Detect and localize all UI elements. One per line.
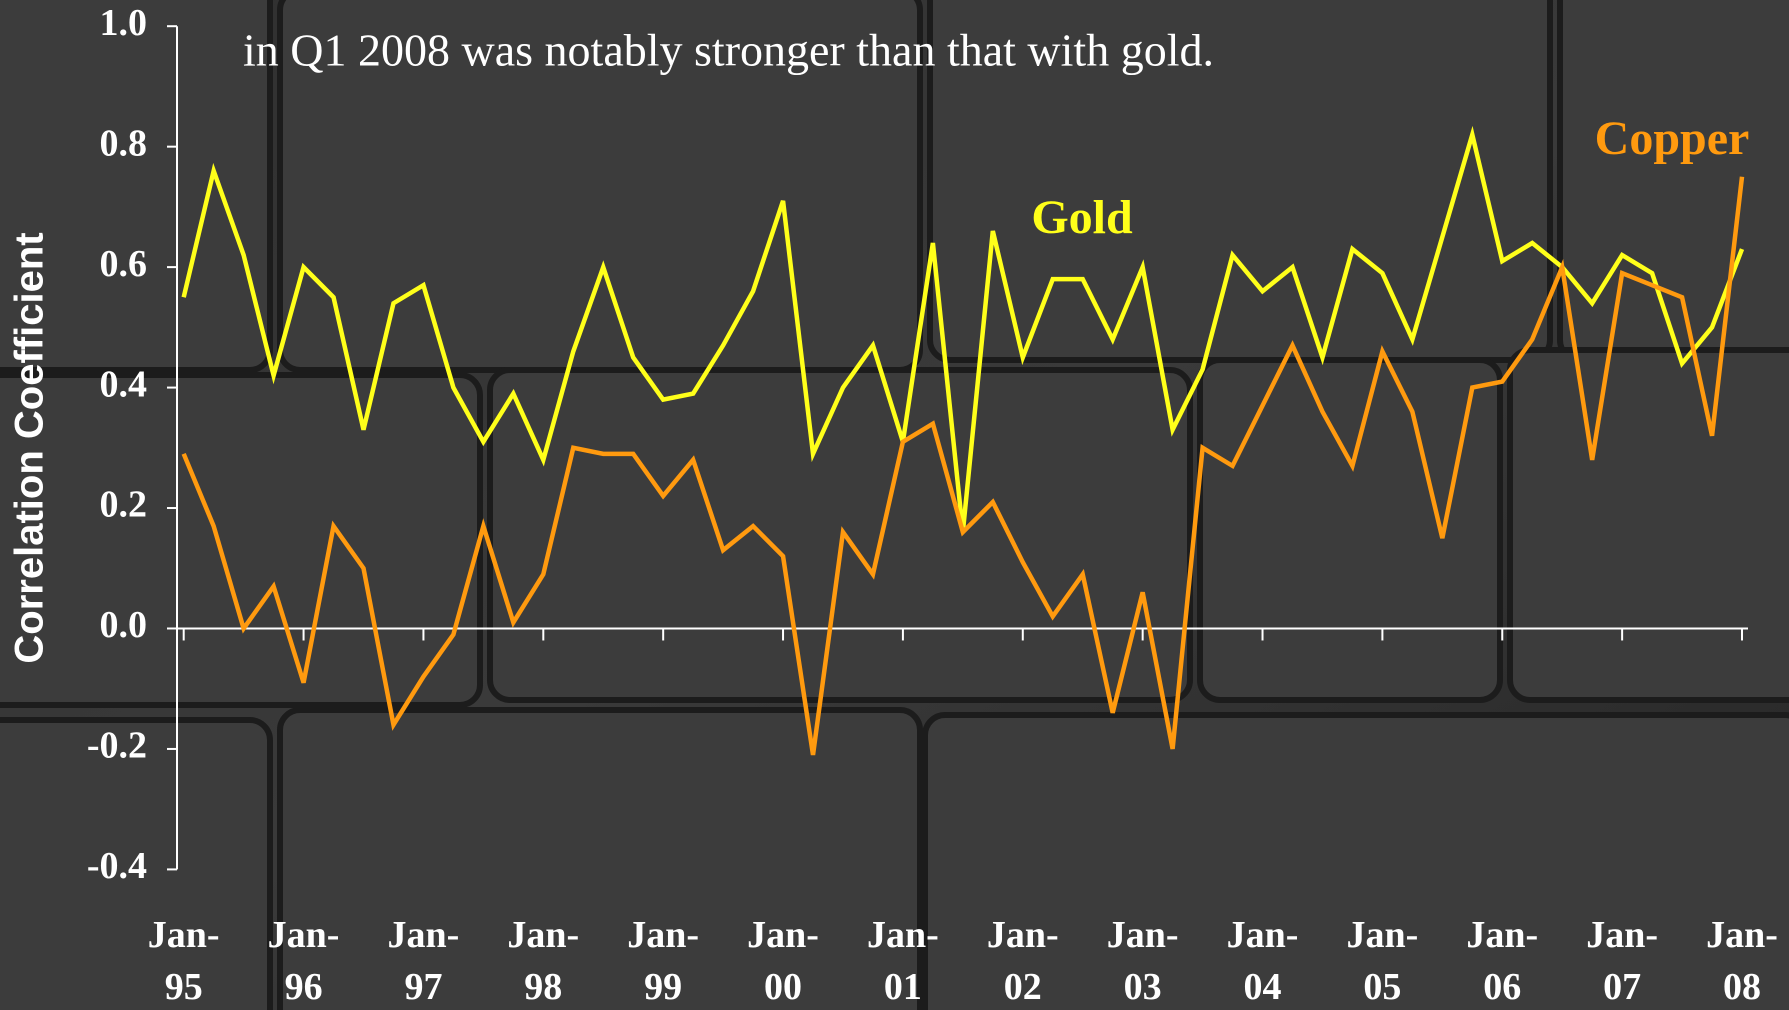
x-tick-label-line: Jan- (987, 914, 1059, 956)
x-tick-label: Jan- 04 (1227, 914, 1299, 1008)
x-tick-label-line: Jan- (1346, 914, 1418, 956)
x-tick-label-line: Jan- (148, 914, 220, 956)
x-tick-label: Jan- 08 (1706, 914, 1778, 1008)
x-tick-label: Jan- 95 (148, 914, 220, 1008)
x-tick-label: Jan- 01 (867, 914, 939, 1008)
x-tick-label: Jan- 00 (747, 914, 819, 1008)
y-tick-label: 0.0 (100, 604, 148, 646)
x-tick-label-line: 01 (884, 966, 922, 1008)
x-tick-label-line: 06 (1483, 966, 1521, 1008)
series-label: Gold (1031, 191, 1133, 244)
x-tick-label-line: 04 (1244, 966, 1282, 1008)
x-tick-label-line: 99 (644, 966, 682, 1008)
x-tick-label-line: Jan- (1706, 914, 1778, 956)
x-tick-label: Jan- 99 (627, 914, 699, 1008)
y-tick-label: -0.4 (87, 845, 147, 887)
x-tick-label-line: Jan- (747, 914, 819, 956)
y-tick-label: 0.4 (100, 363, 148, 405)
x-tick-label: Jan- 05 (1346, 914, 1418, 1008)
x-tick-label-line: Jan- (1107, 914, 1179, 956)
x-tick-label: Jan- 07 (1586, 914, 1658, 1008)
chart-title: in Q1 2008 was notably stronger than tha… (243, 25, 1214, 76)
y-tick-label: 0.8 (100, 122, 148, 164)
x-tick-label-line: 96 (285, 966, 323, 1008)
x-tick-label-line: Jan- (627, 914, 699, 956)
x-tick-label-line: Jan- (1586, 914, 1658, 956)
x-tick-label-line: Jan- (507, 914, 579, 956)
x-tick-label-line: Jan- (1227, 914, 1299, 956)
series-line (181, 176, 1745, 756)
x-tick-label-line: Jan- (268, 914, 340, 956)
x-tick-label: Jan- 98 (507, 914, 579, 1008)
x-tick-label-line: 97 (404, 966, 442, 1008)
y-tick-label: 0.2 (100, 484, 148, 526)
x-tick-label: Jan- 06 (1466, 914, 1538, 1008)
x-tick-label: Jan- 97 (388, 914, 460, 1008)
x-tick-label-line: Jan- (867, 914, 939, 956)
x-tick-label-line: 00 (764, 966, 802, 1008)
x-tick-label-line: 02 (1004, 966, 1042, 1008)
x-tick-label-line: Jan- (388, 914, 460, 956)
x-tick-label-line: 05 (1363, 966, 1401, 1008)
x-tick-label-line: 03 (1124, 966, 1162, 1008)
y-tick-label: -0.2 (87, 725, 147, 767)
x-tick-label-line: 98 (524, 966, 562, 1008)
x-tick-label-line: 07 (1603, 966, 1641, 1008)
x-tick-label-line: 08 (1723, 966, 1761, 1008)
series-label: Copper (1595, 112, 1750, 165)
y-tick-label: 0.6 (100, 243, 148, 285)
x-tick-label: Jan- 02 (987, 914, 1059, 1008)
x-tick-label: Jan- 03 (1107, 914, 1179, 1008)
y-tick-label: 1.0 (100, 2, 148, 44)
x-tick-label-line: Jan- (1466, 914, 1538, 956)
y-axis-label: Correlation Coefficient (8, 232, 52, 663)
x-tick-label: Jan- 96 (268, 914, 340, 1008)
x-tick-label-line: 95 (165, 966, 203, 1008)
